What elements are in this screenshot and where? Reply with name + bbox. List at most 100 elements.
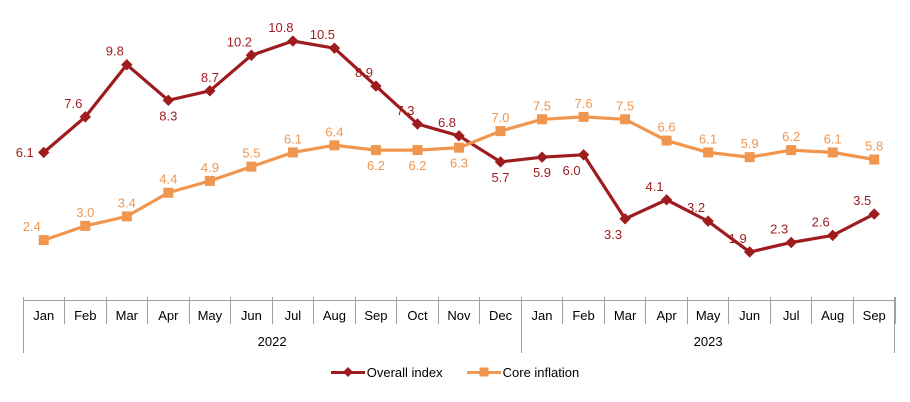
overall-index-point (411, 118, 424, 130)
axis-boundary-line (894, 297, 895, 353)
month-tick-label: Jun (231, 297, 273, 330)
year-label-2022: 2022 (257, 334, 287, 349)
core-inflation-value-label: 6.1 (824, 131, 842, 146)
core-inflation-value-label: 5.8 (865, 139, 883, 154)
month-axis-row: Jan Feb Mar Apr May Jun Jul Aug Sep Oct Nov Dec Jan F… (23, 297, 896, 330)
overall-index-point (702, 215, 714, 227)
month-tick-label: Mar (604, 297, 646, 330)
overall-index-point (577, 149, 590, 161)
overall-index-value-label: 9.8 (106, 44, 124, 59)
legend-item-overall-index: Overall index (330, 364, 443, 380)
legend-label: Core inflation (502, 364, 580, 380)
month-tick-label: Sep (853, 297, 896, 330)
overall-index-point (245, 49, 258, 61)
month-tick-label: Mar (106, 297, 148, 330)
core-inflation-point (786, 145, 797, 156)
overall-index-point (827, 229, 839, 242)
overall-index-point (328, 42, 341, 54)
axis-boundary-line (23, 297, 24, 353)
month-tick-label: May (189, 297, 231, 330)
overall-index-point (743, 246, 756, 258)
core-inflation-point (38, 235, 49, 246)
core-inflation-point (620, 114, 631, 125)
month-tick-label: Jul (770, 297, 812, 330)
overall-index-point (536, 151, 548, 163)
overall-index-value-label: 3.5 (853, 193, 871, 208)
core-inflation-value-label: 6.2 (367, 158, 385, 173)
overall-index-value-label: 1.9 (729, 231, 747, 246)
month-tick-label: Feb (563, 297, 605, 330)
overall-index-value-label: 8.9 (355, 65, 373, 80)
core-inflation-value-label: 6.3 (450, 156, 468, 171)
overall-index-value-label: 10.5 (310, 27, 335, 42)
month-tick-label: Jul (272, 297, 314, 330)
overall-index-point (453, 130, 465, 142)
core-inflation-value-label: 7.6 (575, 96, 593, 111)
month-tick-label: Dec (480, 297, 522, 330)
overall-index-point (370, 80, 382, 92)
month-tick-label: Jan (521, 297, 563, 330)
chart-plot-area: 6.1 7.6 9.8 8.3 8.7 10.2 10.8 10.5 8.9 7.3 6.8 5.7 5… (16, 20, 883, 258)
legend-line-sample (466, 367, 501, 377)
core-inflation-value-label: 6.1 (699, 131, 717, 146)
month-tick-label: Oct (397, 297, 439, 330)
core-inflation-value-label: 6.6 (658, 120, 676, 135)
overall-index-point (204, 85, 216, 97)
core-inflation-value-label: 7.0 (491, 110, 509, 125)
overall-index-value-label: 6.0 (563, 163, 581, 178)
overall-index-point (785, 236, 797, 249)
overall-index-point (287, 35, 299, 47)
overall-index-point (868, 208, 880, 220)
core-inflation-point (495, 126, 506, 137)
overall-index-point (660, 194, 673, 206)
overall-index-value-label: 5.7 (491, 170, 509, 185)
year-axis-row: 2022 2023 (23, 330, 895, 353)
core-inflation-value-label: 5.9 (741, 136, 759, 151)
diamond-marker-icon (342, 367, 353, 377)
core-inflation-value-label: 7.5 (533, 98, 551, 113)
core-inflation-point (287, 147, 298, 158)
overall-index-value-label: 5.9 (533, 165, 551, 180)
overall-index-value-label: 2.6 (812, 214, 830, 229)
overall-index-value-label: 7.3 (396, 103, 414, 118)
core-inflation-point (329, 140, 340, 151)
month-tick-label: Apr (646, 297, 688, 330)
overall-index-point (494, 156, 507, 168)
overall-index-value-label: 8.7 (201, 70, 219, 85)
core-inflation-value-label: 4.9 (201, 160, 219, 175)
core-inflation-value-label: 6.4 (325, 124, 343, 139)
core-inflation-value-label: 2.4 (23, 219, 41, 234)
month-tick-label: Nov (438, 297, 480, 330)
month-tick-label: May (687, 297, 729, 330)
core-inflation-value-label: 3.0 (76, 205, 94, 220)
overall-index-value-label: 10.2 (227, 34, 252, 49)
core-inflation-value-label: 7.5 (616, 98, 634, 113)
month-tick-label: Jan (23, 297, 65, 330)
core-inflation-value-label: 6.2 (408, 158, 426, 173)
core-inflation-value-label: 3.4 (118, 195, 136, 210)
year-label-2023: 2023 (693, 334, 723, 349)
square-marker-icon (479, 367, 489, 377)
core-inflation-point (370, 145, 381, 156)
month-tick-label: Feb (65, 297, 107, 330)
overall-index-value-label: 6.1 (16, 145, 34, 160)
core-inflation-point (578, 111, 589, 122)
axis-boundary-line (521, 297, 523, 353)
overall-index-value-label: 4.1 (646, 179, 664, 194)
month-tick-label: Aug (314, 297, 356, 330)
overall-index-point (79, 111, 91, 123)
core-inflation-point (744, 152, 755, 163)
month-tick-label: Aug (812, 297, 854, 330)
overall-index-value-label: 2.3 (770, 222, 788, 237)
core-inflation-value-label: 6.2 (782, 129, 800, 144)
core-inflation-point (163, 187, 174, 198)
legend-label: Overall index (366, 364, 443, 380)
legend-line-sample (330, 367, 365, 377)
overall-index-value-label: 3.2 (687, 200, 705, 215)
overall-index-value-label: 8.3 (159, 108, 177, 123)
chart-legend: Overall index Core inflation (0, 361, 910, 383)
core-inflation-point (121, 211, 132, 222)
month-tick-label: Jun (729, 297, 771, 330)
core-inflation-point (661, 135, 672, 146)
